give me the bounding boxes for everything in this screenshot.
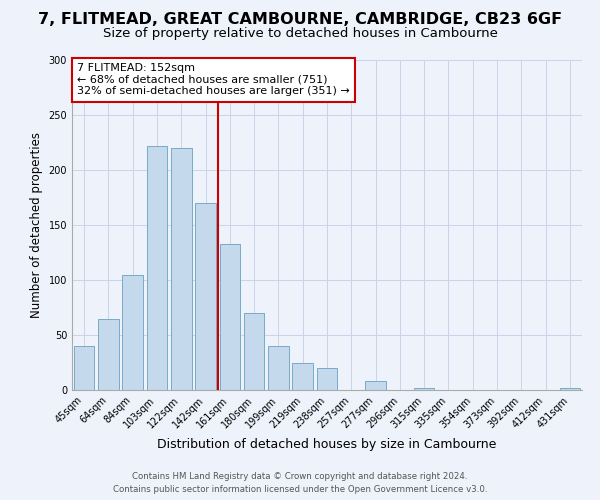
Y-axis label: Number of detached properties: Number of detached properties bbox=[30, 132, 43, 318]
Bar bbox=[560, 388, 580, 390]
Bar bbox=[171, 148, 191, 390]
Bar bbox=[74, 346, 94, 390]
X-axis label: Distribution of detached houses by size in Cambourne: Distribution of detached houses by size … bbox=[157, 438, 497, 451]
Bar bbox=[98, 318, 119, 390]
Bar bbox=[220, 244, 240, 390]
Bar bbox=[365, 381, 386, 390]
Text: 7 FLITMEAD: 152sqm
← 68% of detached houses are smaller (751)
32% of semi-detach: 7 FLITMEAD: 152sqm ← 68% of detached hou… bbox=[77, 64, 350, 96]
Bar bbox=[414, 388, 434, 390]
Text: 7, FLITMEAD, GREAT CAMBOURNE, CAMBRIDGE, CB23 6GF: 7, FLITMEAD, GREAT CAMBOURNE, CAMBRIDGE,… bbox=[38, 12, 562, 28]
Bar bbox=[244, 313, 265, 390]
Bar bbox=[292, 362, 313, 390]
Bar bbox=[122, 274, 143, 390]
Text: Contains HM Land Registry data © Crown copyright and database right 2024.
Contai: Contains HM Land Registry data © Crown c… bbox=[113, 472, 487, 494]
Bar bbox=[268, 346, 289, 390]
Bar bbox=[195, 203, 216, 390]
Bar bbox=[146, 146, 167, 390]
Text: Size of property relative to detached houses in Cambourne: Size of property relative to detached ho… bbox=[103, 28, 497, 40]
Bar bbox=[317, 368, 337, 390]
